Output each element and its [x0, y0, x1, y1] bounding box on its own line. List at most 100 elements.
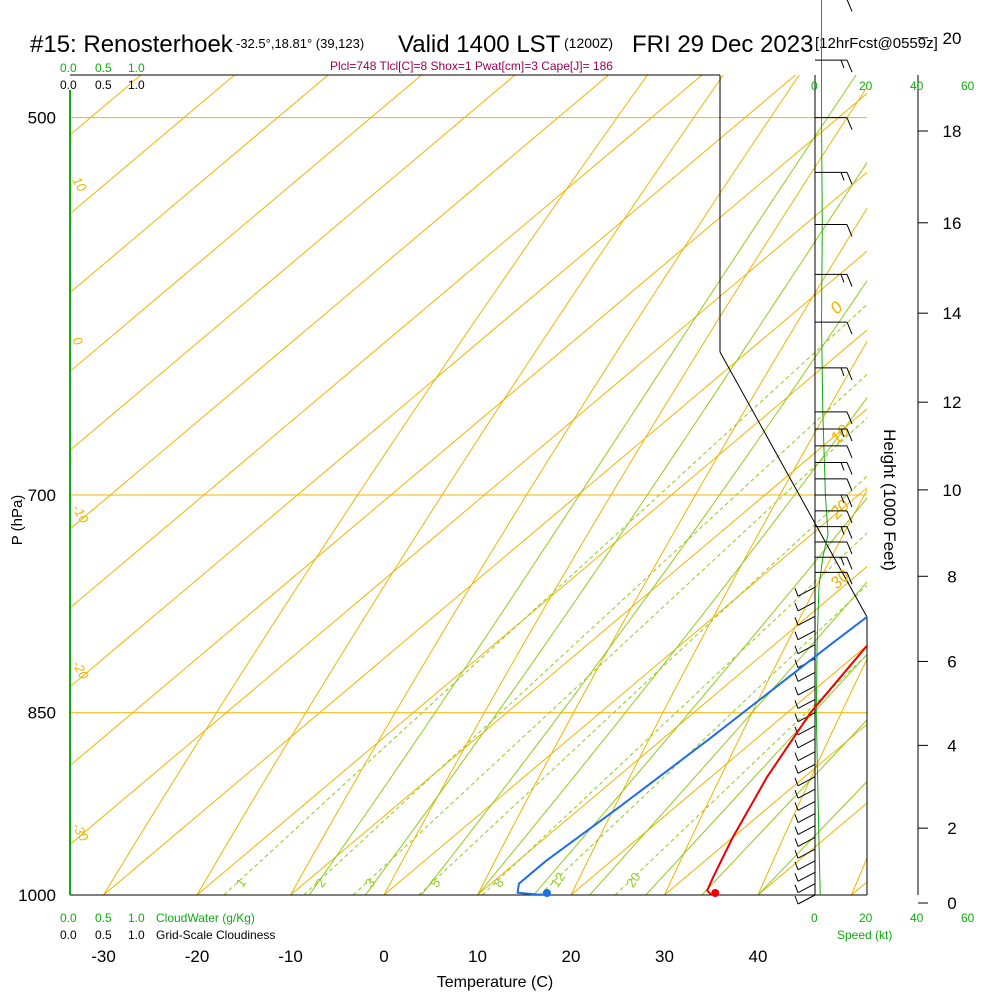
isotherm-line: [384, 0, 1000, 895]
mixing-ratio-line: [482, 0, 1000, 895]
isotherm-line: [0, 0, 919, 895]
wind-bot-60: 60: [961, 911, 975, 925]
dry-adiabat-line: [852, 75, 1000, 895]
scale-top-black-1: 0.5: [95, 78, 112, 92]
wind-barb-flag: [795, 815, 798, 823]
height-tick-label: 20: [943, 29, 962, 48]
wind-barb-staff: [798, 686, 815, 695]
isotherm-line: [571, 0, 1000, 895]
wind-barb: [795, 872, 815, 881]
scale-top-green-2: 1.0: [128, 61, 145, 75]
wind-barb-flag: [847, 274, 852, 286]
valid-time: Valid 1400 LST: [398, 31, 561, 58]
wind-barb-flag: [795, 896, 798, 904]
height-tick-label: 12: [943, 393, 962, 412]
wind-barb: [815, 0, 852, 11]
station-title: #15: Renosterhoek: [30, 31, 234, 58]
temperature-tick-label: 30: [655, 947, 674, 966]
plot-frame: [70, 75, 918, 895]
scale-bot-green-0: 0.0: [60, 911, 77, 925]
wind-barb-flag: [847, 172, 852, 184]
wind-barb-flag: [795, 588, 798, 596]
scale-bot-black-2: 1.0: [128, 928, 145, 942]
wind-barb-flag: [847, 462, 852, 474]
isotherm-line: [0, 0, 1000, 895]
speed-label: Speed (kt): [837, 928, 892, 942]
wind-barb: [795, 826, 815, 835]
isotherm-line: [758, 0, 1000, 895]
wind-barb-flag: [795, 714, 798, 722]
height-tick-label: 6: [947, 652, 956, 671]
wind-barb-flag: [841, 172, 844, 180]
wind-barb-staff: [798, 602, 815, 611]
scale-bot-black-0: 0.0: [60, 928, 77, 942]
cloudiness-label: Grid-Scale Cloudiness: [156, 928, 275, 942]
moist-adiabat-line: [758, 0, 1000, 895]
wind-barb-flag: [795, 687, 798, 695]
y-axis-title: P (hPa): [9, 495, 26, 546]
isotherm-line: [852, 0, 1000, 895]
wind-barb-flag: [841, 462, 844, 470]
scale-top-green-1: 0.5: [95, 61, 112, 75]
wind-bot-0: 0: [811, 911, 818, 925]
wind-barb: [815, 60, 852, 72]
wind-barb-staff: [798, 764, 815, 773]
wind-barb: [815, 172, 852, 184]
wind-barb-staff: [798, 884, 815, 893]
pressure-tick-label: 1000: [18, 886, 56, 905]
wind-barb-staff: [798, 826, 815, 835]
station-coords: -32.5°,18.81° (39,123): [236, 36, 364, 51]
surface-dewpoint-dot: [543, 889, 551, 897]
temperature-tick-label: 10: [468, 947, 487, 966]
isotherm-line: [0, 0, 1000, 895]
scale-bot-black-1: 0.5: [95, 928, 112, 942]
scale-top-black-0: 0.0: [60, 78, 77, 92]
wind-bot-20: 20: [859, 911, 873, 925]
wind-barb-staff: [798, 739, 815, 748]
wind-barb: [815, 479, 852, 491]
moist-adiabat-line: [590, 0, 1000, 895]
wind-barb-flag: [795, 753, 798, 761]
height-tick-label: 2: [947, 819, 956, 838]
isotherm-line: [0, 0, 1000, 895]
wind-barb-staff: [798, 587, 815, 596]
wind-barb-flag: [795, 765, 798, 773]
mixing-ratio-label: 2: [312, 876, 328, 891]
wind-barb-flag: [847, 479, 852, 491]
wind-barb-flag: [795, 885, 798, 893]
pressure-tick-label: 500: [28, 109, 56, 128]
valid-date: FRI 29 Dec 2023: [632, 31, 813, 58]
isotherm-line: [0, 0, 1000, 895]
wind-barb: [795, 837, 815, 846]
mixing-ratio-label: 3: [362, 876, 378, 891]
wind-top-0: 0: [811, 79, 818, 93]
wind-barb: [795, 861, 815, 870]
wind-barb-flag: [795, 838, 798, 846]
wind-barb-flag: [841, 274, 844, 282]
sounding-params: Plcl=748 Tlcl[C]=8 Shox=1 Pwat[cm]=3 Cap…: [330, 59, 613, 73]
wind-barb: [795, 884, 815, 893]
isotherm-line: [0, 0, 1000, 895]
height-tick-label: 10: [943, 481, 962, 500]
wind-barb: [795, 739, 815, 748]
wind-bot-40: 40: [910, 911, 924, 925]
dry-adiabat-line: [571, 75, 1000, 895]
wind-barb-flag: [841, 60, 844, 68]
isotherm-line: [0, 0, 1000, 895]
temperature-tick-label: 40: [749, 947, 768, 966]
height-tick-label: 0: [947, 894, 956, 913]
wind-top-40: 40: [910, 79, 924, 93]
wind-barb-flag: [847, 557, 852, 569]
wind-barb-flag: [847, 0, 852, 11]
wind-barb: [795, 777, 815, 786]
isotherm-line: [10, 0, 1000, 895]
dry-adiabat-label: 10: [69, 174, 90, 195]
dry-adiabat-line: [104, 75, 648, 895]
isotherm-line: [0, 0, 1000, 895]
wind-barb-staff: [798, 752, 815, 761]
temperature-tick-label: 0: [379, 947, 388, 966]
mixing-ratio-label: 20: [623, 870, 644, 890]
wind-barb-staff: [798, 645, 815, 654]
